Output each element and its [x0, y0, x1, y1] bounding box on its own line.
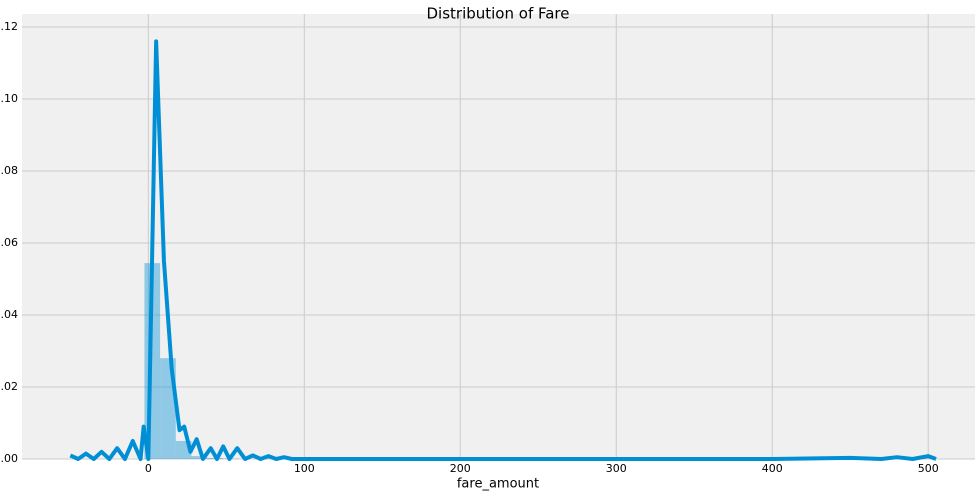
y-tick-label: 0.00 [0, 452, 18, 465]
y-tick-label: 0.02 [0, 380, 18, 393]
x-axis-label: fare_amount [457, 477, 539, 492]
histogram-bar [191, 456, 208, 459]
y-tick-label: 0.10 [0, 92, 18, 105]
chart-title: Distribution of Fare [426, 5, 569, 23]
y-tick-label: 0.04 [0, 308, 18, 321]
x-tick-label: 100 [294, 462, 315, 475]
y-tick-label: 0.12 [0, 20, 18, 33]
plot-area [22, 14, 975, 459]
x-tick-label: 0 [145, 462, 152, 475]
x-tick-label: 400 [762, 462, 783, 475]
y-tick-label: 0.08 [0, 164, 18, 177]
x-tick-label: 300 [606, 462, 627, 475]
y-tick-label: 0.06 [0, 236, 18, 249]
x-tick-label: 500 [918, 462, 939, 475]
kde-line [69, 39, 937, 461]
x-tick-label: 200 [450, 462, 471, 475]
